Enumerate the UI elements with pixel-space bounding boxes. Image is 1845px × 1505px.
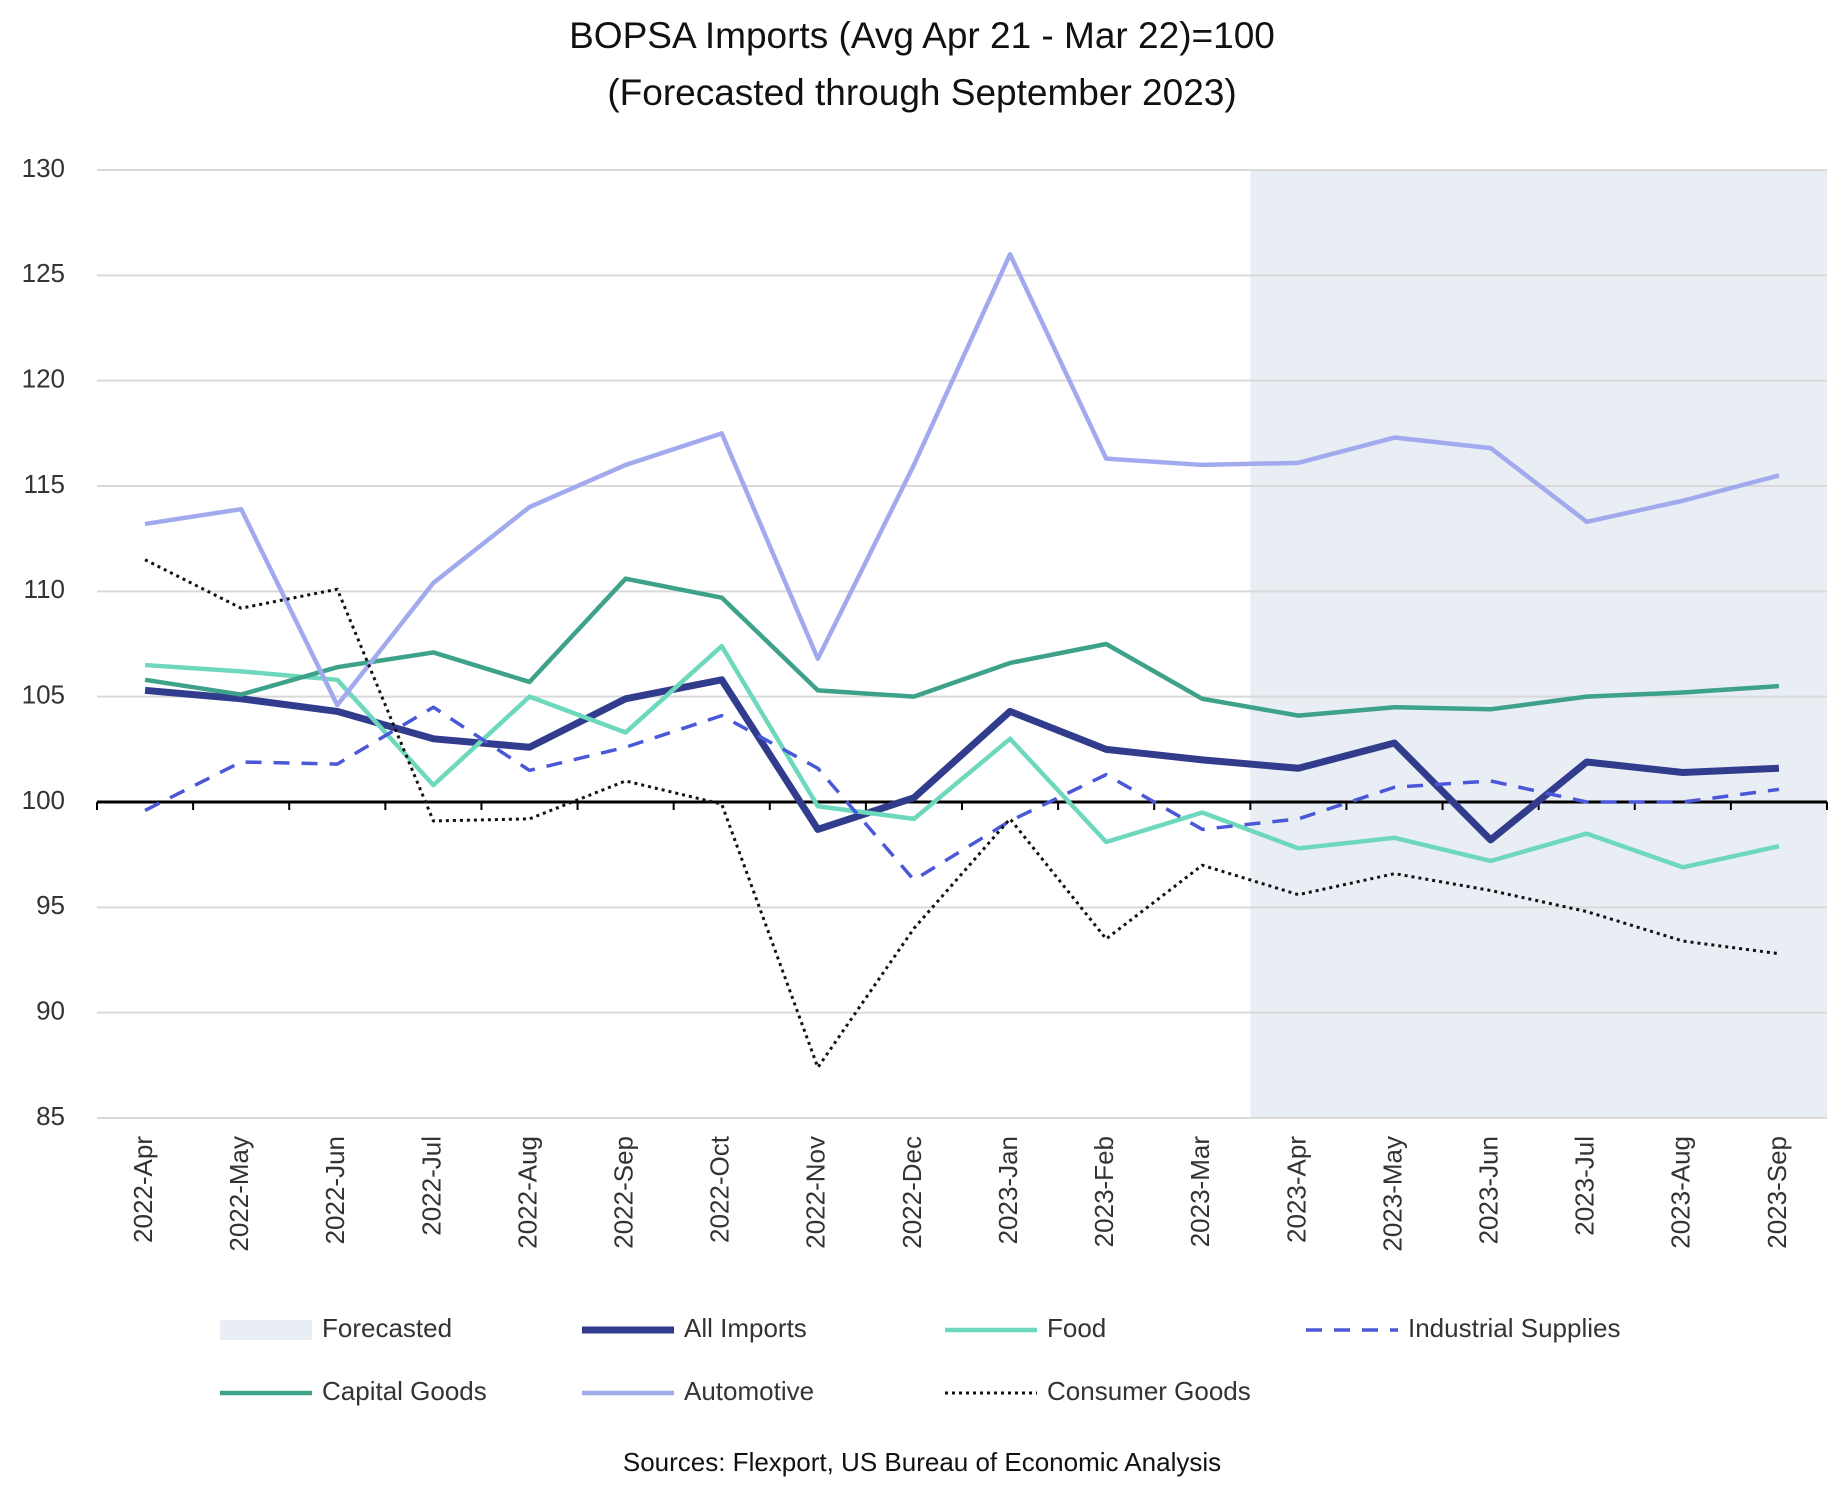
x-tick-label: 2022-May — [224, 1136, 254, 1252]
y-tick-label: 100 — [22, 785, 65, 815]
y-tick-label: 110 — [24, 574, 65, 604]
series-line — [144, 558, 1780, 1069]
x-tick-label: 2022-Dec — [897, 1136, 927, 1249]
x-tick-label: 2023-Jan — [993, 1136, 1023, 1244]
x-tick-label: 2023-Feb — [1089, 1136, 1119, 1247]
legend-label: Automotive — [684, 1376, 814, 1406]
series-line — [144, 576, 1780, 718]
legend-label: Forecasted — [322, 1313, 452, 1343]
legend-label: Consumer Goods — [1047, 1376, 1251, 1406]
legend-label: All Imports — [684, 1313, 807, 1343]
y-tick-label: 115 — [24, 469, 65, 499]
series-line — [144, 252, 1780, 708]
legend-label: Industrial Supplies — [1408, 1313, 1620, 1343]
forecast-region — [1250, 170, 1827, 1118]
x-tick-label: 2023-Jul — [1570, 1136, 1600, 1236]
y-tick-label: 95 — [36, 890, 65, 920]
series-line — [144, 676, 1780, 844]
x-tick-label: 2022-Aug — [512, 1136, 542, 1249]
x-tick-label: 2022-Nov — [801, 1136, 831, 1249]
series-line — [144, 643, 1780, 870]
x-tick-label: 2022-Oct — [705, 1135, 735, 1243]
y-tick-label: 125 — [22, 258, 65, 288]
legend-label: Food — [1047, 1313, 1106, 1343]
x-tick-label: 2023-May — [1377, 1136, 1407, 1252]
y-tick-label: 120 — [22, 364, 65, 394]
chart-subtitle: (Forecasted through September 2023) — [607, 72, 1236, 113]
y-tick-label: 90 — [36, 996, 65, 1026]
x-tick-label: 2022-Sep — [608, 1136, 638, 1249]
chart-title: BOPSA Imports (Avg Apr 21 - Mar 22)=100 — [569, 15, 1275, 56]
legend-swatch — [220, 1320, 312, 1340]
x-tick-label: 2022-Jun — [320, 1136, 350, 1244]
y-tick-label: 130 — [22, 153, 65, 183]
x-tick-label: 2022-Jul — [416, 1136, 446, 1236]
x-tick-label: 2023-Jun — [1473, 1136, 1503, 1244]
y-tick-label: 85 — [36, 1101, 65, 1131]
x-tick-label: 2023-Sep — [1762, 1136, 1792, 1249]
source-note: Sources: Flexport, US Bureau of Economic… — [623, 1447, 1221, 1477]
y-tick-label: 105 — [22, 680, 65, 710]
x-tick-label: 2023-Aug — [1666, 1136, 1696, 1249]
x-tick-label: 2022-Apr — [128, 1136, 158, 1243]
legend-label: Capital Goods — [322, 1376, 487, 1406]
x-tick-label: 2023-Apr — [1281, 1136, 1311, 1243]
x-tick-label: 2023-Mar — [1185, 1136, 1215, 1248]
